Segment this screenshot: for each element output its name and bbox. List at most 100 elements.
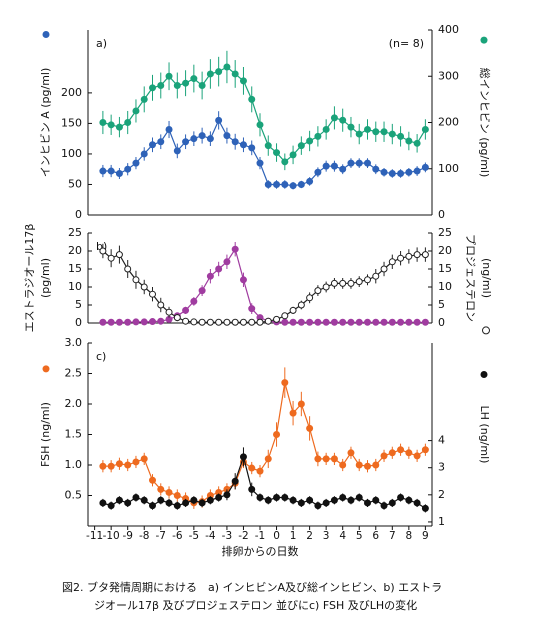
data-point (289, 318, 297, 326)
data-point (256, 121, 264, 129)
annotation: (n= 8) (389, 37, 424, 50)
data-point (198, 318, 206, 326)
data-point (421, 318, 429, 326)
data-point (355, 130, 363, 138)
data-point (347, 449, 355, 457)
data-point (124, 119, 132, 126)
data-point (182, 317, 190, 325)
y-tick-label: 10 (68, 280, 82, 293)
legend-marker (480, 371, 488, 378)
data-point (347, 279, 355, 287)
data-point (231, 477, 239, 485)
y-tick-label: 2.5 (65, 367, 83, 380)
data-point (264, 142, 272, 150)
data-point (330, 279, 338, 287)
y-tick-label: 200 (61, 86, 82, 99)
x-tick-label: -7 (156, 530, 166, 542)
panel-label: c) (96, 350, 106, 363)
data-point (322, 283, 330, 291)
data-point (198, 287, 206, 295)
y2-tick-label: 25 (438, 226, 452, 239)
data-point (206, 135, 214, 143)
data-point (322, 125, 330, 133)
data-point (322, 499, 330, 507)
x-tick-label: -5 (189, 530, 199, 542)
x-tick-label: -4 (205, 530, 216, 542)
x-tick-label: -2 (238, 530, 248, 542)
data-point (173, 82, 181, 89)
data-point (149, 476, 156, 484)
y2-tick-label: 2 (438, 488, 445, 501)
data-point (339, 461, 347, 469)
data-point (405, 252, 413, 260)
data-point (405, 318, 413, 326)
data-point (99, 167, 107, 175)
data-point (355, 318, 363, 326)
data-point (421, 504, 429, 512)
data-point (115, 251, 123, 259)
data-point (330, 162, 338, 170)
data-point (306, 294, 314, 302)
data-point (140, 318, 148, 326)
data-point (99, 499, 107, 507)
data-point (223, 258, 231, 266)
data-point (149, 290, 156, 298)
panel-label: a) (96, 37, 107, 50)
data-point (347, 159, 355, 167)
data-point (289, 151, 297, 159)
y-tick-label: 20 (68, 244, 82, 257)
data-point (273, 315, 281, 323)
data-point (107, 502, 115, 510)
data-point (173, 502, 181, 510)
x-tick-label: 5 (356, 530, 363, 542)
data-point (339, 318, 347, 326)
data-point (231, 70, 239, 78)
data-point (115, 460, 123, 468)
data-point (347, 496, 355, 504)
series-line (102, 454, 426, 509)
data-point (281, 158, 289, 166)
data-point (322, 455, 330, 463)
y2-tick-label: 200 (438, 116, 459, 129)
data-point (306, 318, 314, 326)
y-axis-label: FSH (ng/ml) (39, 402, 52, 467)
series-line (102, 382, 426, 504)
data-point (314, 455, 322, 463)
data-point (388, 130, 396, 138)
x-tick-label: 3 (323, 530, 330, 542)
series-line (102, 247, 426, 323)
caption-line: 図2. ブタ発情周期における a) インヒビンA及び総インヒビン、b) エストラ (62, 580, 442, 594)
data-point (306, 137, 314, 145)
data-point (173, 314, 181, 322)
data-point (248, 305, 256, 313)
data-point (132, 159, 140, 167)
data-point (231, 245, 239, 253)
data-point (397, 254, 405, 262)
y-tick-label: 15 (68, 262, 82, 275)
data-point (140, 95, 148, 103)
data-point (372, 128, 380, 136)
x-tick-label: 8 (406, 530, 413, 542)
data-point (239, 276, 247, 284)
data-point (173, 492, 181, 499)
data-point (289, 306, 297, 314)
data-point (322, 318, 330, 326)
data-point (297, 318, 305, 326)
data-point (355, 278, 363, 286)
data-point (140, 150, 148, 158)
data-point (297, 142, 305, 150)
series-line (102, 250, 426, 323)
data-point (372, 461, 380, 469)
data-point (215, 116, 223, 124)
data-point (330, 318, 338, 326)
y2-tick-label: 5 (438, 298, 445, 311)
y2-tick-label: 4 (438, 434, 445, 447)
data-point (165, 72, 173, 80)
y-tick-label: 100 (61, 147, 82, 160)
data-point (413, 452, 421, 460)
data-point (355, 494, 363, 502)
data-point (380, 452, 388, 460)
y-tick-label: 1.0 (65, 458, 83, 471)
data-point (289, 182, 297, 190)
data-point (347, 123, 355, 131)
